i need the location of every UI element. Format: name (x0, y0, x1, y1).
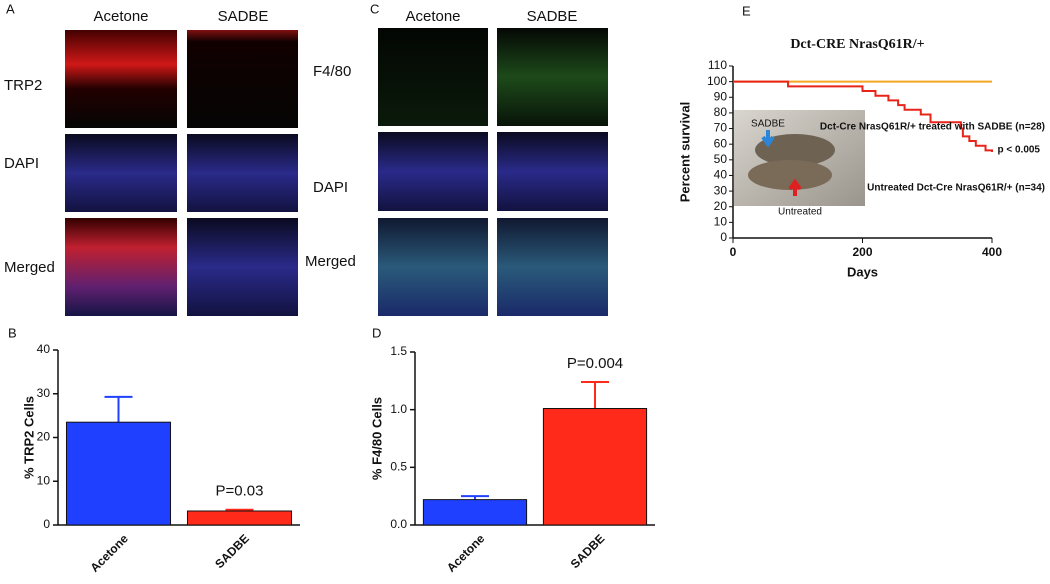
micrograph (378, 132, 488, 211)
column-label: SADBE (218, 8, 269, 25)
y-tick-label: 100 (707, 74, 727, 88)
micrograph (497, 218, 608, 316)
y-tick-label: 30 (37, 386, 51, 400)
inset-label: SADBE (751, 119, 785, 130)
micrograph (378, 218, 488, 316)
y-tick-label: 50 (714, 152, 728, 166)
mouse (748, 160, 832, 190)
row-label: Merged (305, 253, 356, 270)
micrograph (497, 28, 608, 126)
x-tick-label: Acetone (444, 531, 488, 575)
x-tick-label: Acetone (87, 531, 131, 575)
row-label: Merged (4, 259, 55, 276)
panel-letter: D (372, 325, 381, 340)
x-tick-label: 200 (852, 245, 872, 259)
survival-line (733, 80, 993, 152)
p-value: P=0.03 (216, 483, 264, 500)
p-value: p < 0.005 (997, 145, 1040, 156)
y-tick-label: 0.0 (390, 517, 407, 531)
micrograph (65, 218, 177, 316)
y-tick-label: 0 (43, 517, 50, 531)
micrograph (65, 30, 177, 128)
x-tick-label: SADBE (212, 531, 252, 571)
p-value: P=0.004 (567, 355, 623, 372)
y-tick-label: 80 (714, 105, 728, 119)
bar (186, 510, 293, 526)
micrograph (187, 134, 298, 212)
series-label: Dct-Cre NrasQ61R/+ treated with SADBE (n… (820, 122, 1045, 133)
arrow (788, 178, 802, 196)
bar (65, 421, 172, 526)
y-tick-label: 70 (714, 121, 728, 135)
column-label: Acetone (93, 8, 148, 25)
y-tick-label: 40 (714, 168, 728, 182)
y-tick-label: 0.5 (390, 460, 407, 474)
series-label: Untreated Dct-Cre NrasQ61R/+ (n=34) (867, 183, 1045, 194)
micrograph (497, 132, 608, 211)
y-axis-label: % F4/80 Cells (369, 397, 384, 480)
y-tick-label: 0 (720, 230, 727, 244)
y-axis-label: Percent survival (677, 102, 692, 202)
y-tick-label: 110 (708, 58, 727, 72)
y-axis-label: % TRP2 Cells (21, 396, 36, 479)
y-tick-label: 30 (714, 183, 728, 197)
arrow (761, 130, 775, 148)
x-tick-label: SADBE (568, 531, 608, 571)
y-tick-label: 20 (714, 199, 728, 213)
y-tick-label: 60 (714, 136, 728, 150)
row-label: DAPI (313, 179, 348, 196)
y-tick-label: 10 (714, 215, 728, 229)
panel-letter: B (8, 325, 17, 340)
x-tick-label: 0 (730, 245, 737, 259)
micrograph (378, 28, 488, 126)
panel-letter: A (6, 1, 15, 16)
inset-photo: SADBE Untreated (734, 110, 865, 218)
y-tick-label: 40 (37, 342, 51, 356)
micrograph (65, 134, 177, 212)
mouse (755, 134, 835, 166)
panel-letter: C (370, 1, 379, 16)
column-label: Acetone (405, 8, 460, 25)
chart-title: Dct-CRE NrasQ61R/+ (790, 37, 924, 52)
bar (542, 408, 648, 526)
panel-letter: E (742, 3, 751, 18)
y-tick-label: 20 (37, 430, 51, 444)
inset-label: Untreated (778, 207, 822, 218)
y-tick-label: 1.5 (390, 344, 407, 358)
row-label: DAPI (4, 155, 39, 172)
column-label: SADBE (527, 8, 578, 25)
y-tick-label: 1.0 (390, 402, 407, 416)
x-axis-label: Days (847, 264, 878, 279)
y-tick-label: 10 (37, 473, 51, 487)
micrograph (187, 218, 298, 316)
bar (422, 499, 528, 526)
micrograph (187, 30, 298, 128)
row-label: TRP2 (4, 77, 42, 94)
y-tick-label: 90 (714, 89, 728, 103)
x-tick-label: 400 (982, 245, 1002, 259)
row-label: F4/80 (313, 63, 351, 80)
